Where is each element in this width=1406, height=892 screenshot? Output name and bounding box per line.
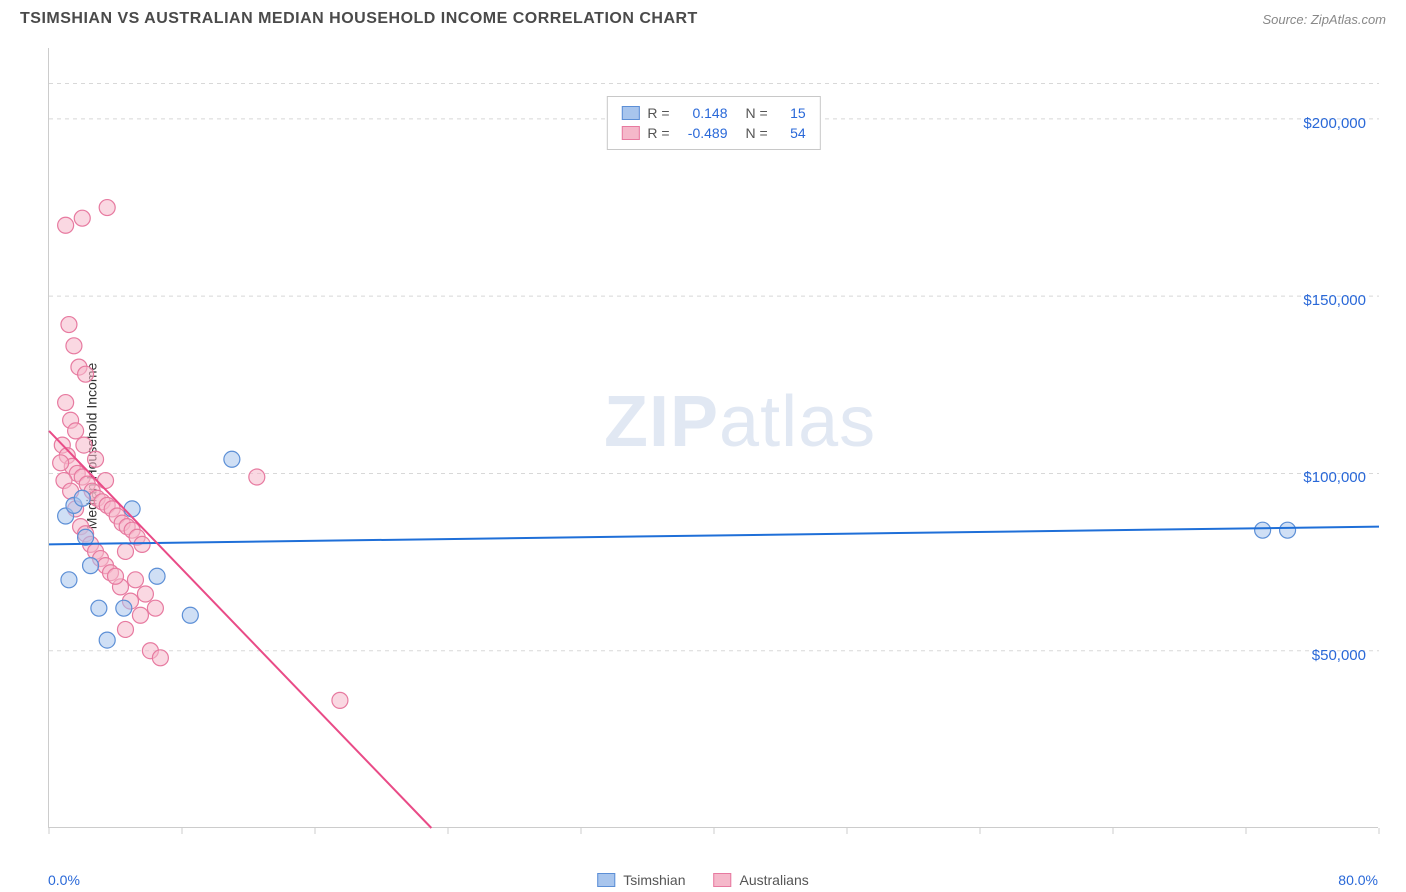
legend-swatch — [597, 873, 615, 887]
chart-plot-area: ZIPatlas R =0.148N =15R =-0.489N =54 $50… — [48, 48, 1378, 828]
n-label: N = — [746, 125, 768, 141]
legend-item: Tsimshian — [597, 872, 685, 888]
chart-title: TSIMSHIAN VS AUSTRALIAN MEDIAN HOUSEHOLD… — [20, 10, 698, 28]
source-attribution: Source: ZipAtlas.com — [1262, 12, 1386, 27]
title-bar: TSIMSHIAN VS AUSTRALIAN MEDIAN HOUSEHOLD… — [0, 0, 1406, 36]
r-label: R = — [647, 105, 669, 121]
series-swatch — [621, 106, 639, 120]
r-value: -0.489 — [678, 125, 728, 141]
n-label: N = — [746, 105, 768, 121]
n-value: 54 — [776, 125, 806, 141]
legend-label: Tsimshian — [623, 872, 685, 888]
y-tick-label: $100,000 — [1303, 469, 1366, 486]
y-tick-label: $50,000 — [1312, 647, 1366, 664]
y-tick-label: $150,000 — [1303, 292, 1366, 309]
r-label: R = — [647, 125, 669, 141]
x-axis-max-label: 80.0% — [1338, 872, 1378, 888]
r-value: 0.148 — [678, 105, 728, 121]
legend-swatch — [713, 873, 731, 887]
legend-item: Australians — [713, 872, 808, 888]
bottom-legend: Tsimshian Australians — [597, 872, 809, 888]
stats-row: R = -0.489 N = 54 — [621, 123, 805, 143]
legend-label: Australians — [739, 872, 808, 888]
x-axis-min-label: 0.0% — [48, 872, 80, 888]
stats-row: R = 0.148 N = 15 — [621, 103, 805, 123]
y-tick-label: $200,000 — [1303, 115, 1366, 132]
correlation-stats-box: R = 0.148 N = 15 R = -0.489 N = 54 — [606, 96, 820, 150]
scatter-plot-svg — [49, 48, 1379, 828]
n-value: 15 — [776, 105, 806, 121]
series-swatch — [621, 126, 639, 140]
